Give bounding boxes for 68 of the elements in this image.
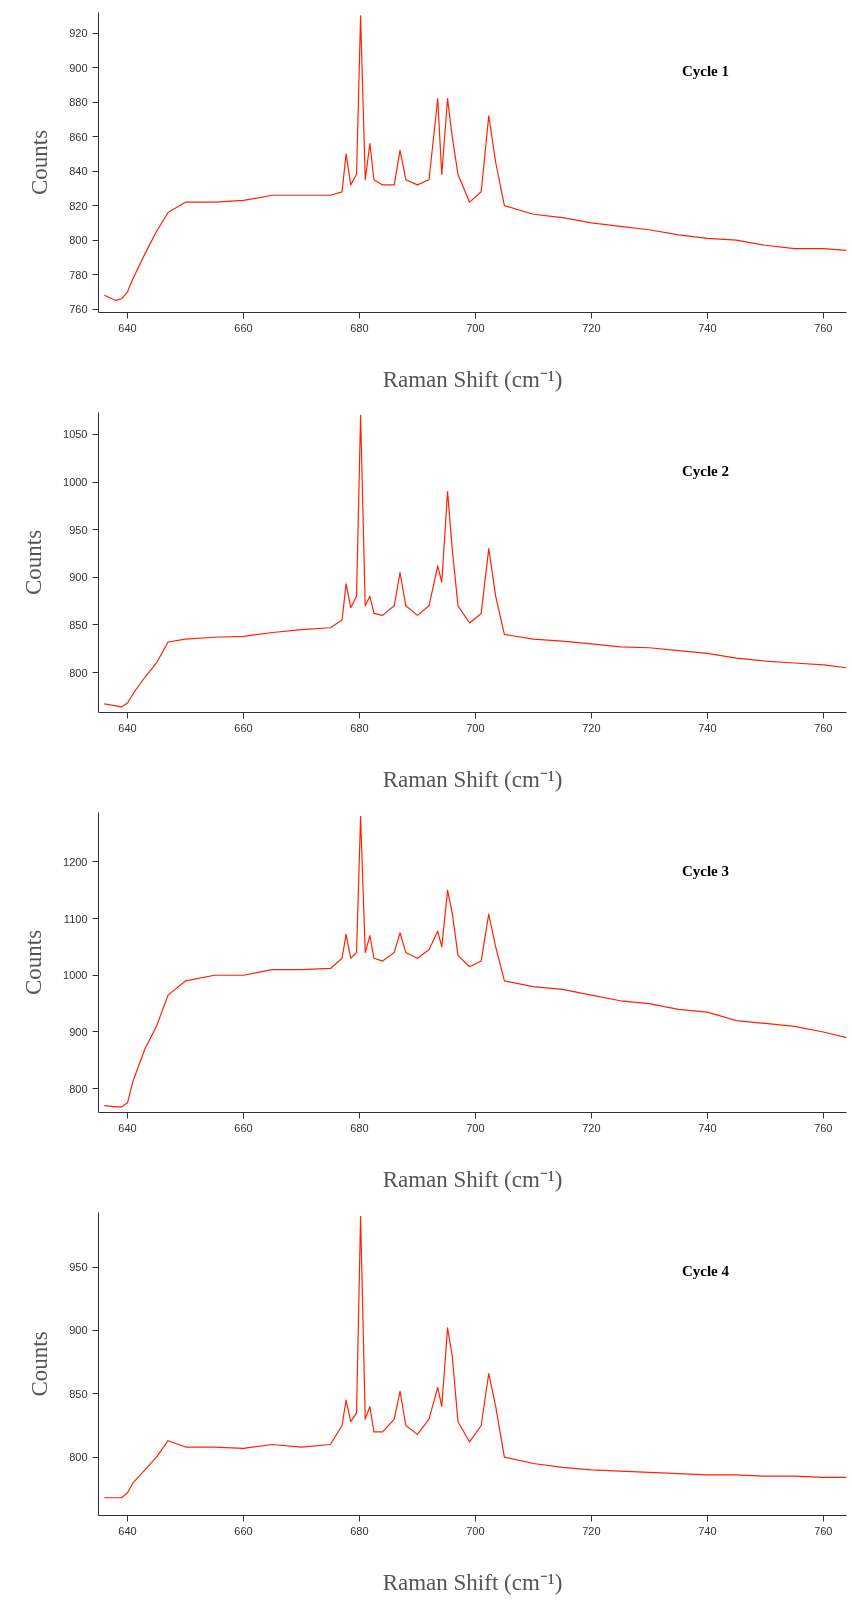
y-tick-label: 950 xyxy=(69,523,88,536)
x-tick-label: 700 xyxy=(466,1121,485,1134)
x-tick-label: 720 xyxy=(582,1524,601,1537)
y-tick-label: 850 xyxy=(69,618,88,631)
x-tick-label: 760 xyxy=(814,321,833,334)
line-series xyxy=(103,15,847,302)
y-tick-label: 1000 xyxy=(63,969,88,982)
y-tick-label: 800 xyxy=(69,666,88,679)
x-tick-label: 760 xyxy=(814,721,833,734)
y-axis-title: Counts xyxy=(21,929,47,996)
annotation: Cycle 4 xyxy=(681,1263,730,1280)
y-tick-label: 920 xyxy=(69,27,88,40)
x-tick-label: 740 xyxy=(698,321,717,334)
y-tick-label: 800 xyxy=(69,234,88,247)
x-tick-label: 640 xyxy=(118,1524,137,1537)
y-tick-label: 900 xyxy=(69,1324,88,1337)
line-series xyxy=(103,815,847,1108)
y-tick-label: 850 xyxy=(69,1387,88,1400)
y-tick-label: 880 xyxy=(69,96,88,109)
y-tick-label: 800 xyxy=(69,1451,88,1464)
y-tick-label: 780 xyxy=(69,268,88,281)
y-tick-label: 1050 xyxy=(63,428,88,441)
x-tick-label: 720 xyxy=(582,321,601,334)
line-series xyxy=(103,414,847,708)
y-tick-label: 820 xyxy=(69,199,88,212)
x-tick-label: 640 xyxy=(118,321,137,334)
x-axis-title: Raman Shift (cm⁻¹) xyxy=(382,366,563,392)
x-tick-label: 740 xyxy=(698,721,717,734)
annotation: Cycle 3 xyxy=(681,862,730,879)
x-tick-label: 660 xyxy=(234,321,253,334)
y-axis-title: Counts xyxy=(21,529,47,596)
y-axis-title: Counts xyxy=(27,129,53,196)
x-tick-label: 660 xyxy=(234,721,253,734)
x-tick-label: 680 xyxy=(350,321,369,334)
x-tick-label: 700 xyxy=(466,721,485,734)
x-tick-label: 760 xyxy=(814,1524,833,1537)
y-tick-label: 950 xyxy=(69,1261,88,1274)
y-tick-label: 900 xyxy=(69,61,88,74)
x-tick-label: 700 xyxy=(466,1524,485,1537)
x-axis-title: Raman Shift (cm⁻¹) xyxy=(382,766,563,792)
y-tick-label: 1100 xyxy=(63,912,88,925)
x-tick-label: 680 xyxy=(350,1524,369,1537)
y-tick-label: 860 xyxy=(69,130,88,143)
y-tick-label: 840 xyxy=(69,165,88,178)
x-tick-label: 660 xyxy=(234,1524,253,1537)
y-tick-label: 1200 xyxy=(63,855,88,868)
y-tick-label: 1000 xyxy=(63,476,88,489)
x-tick-label: 760 xyxy=(814,1121,833,1134)
x-axis-title: Raman Shift (cm⁻¹) xyxy=(382,1569,563,1595)
x-tick-label: 720 xyxy=(582,1121,601,1134)
x-tick-label: 680 xyxy=(350,1121,369,1134)
x-tick-label: 720 xyxy=(582,721,601,734)
x-tick-label: 640 xyxy=(118,721,137,734)
y-tick-label: 760 xyxy=(69,303,88,316)
y-tick-label: 800 xyxy=(69,1082,88,1095)
x-tick-label: 740 xyxy=(698,1524,717,1537)
x-axis-title: Raman Shift (cm⁻¹) xyxy=(382,1166,563,1192)
y-tick-label: 900 xyxy=(69,1025,88,1038)
x-tick-label: 680 xyxy=(350,721,369,734)
x-tick-label: 700 xyxy=(466,321,485,334)
x-tick-label: 660 xyxy=(234,1121,253,1134)
annotation: Cycle 2 xyxy=(681,462,730,479)
annotation: Cycle 1 xyxy=(681,62,730,79)
x-tick-label: 740 xyxy=(698,1121,717,1134)
line-series xyxy=(103,1215,847,1499)
x-tick-label: 640 xyxy=(118,1121,137,1134)
y-tick-label: 900 xyxy=(69,571,88,584)
y-axis-title: Counts xyxy=(27,1331,53,1397)
